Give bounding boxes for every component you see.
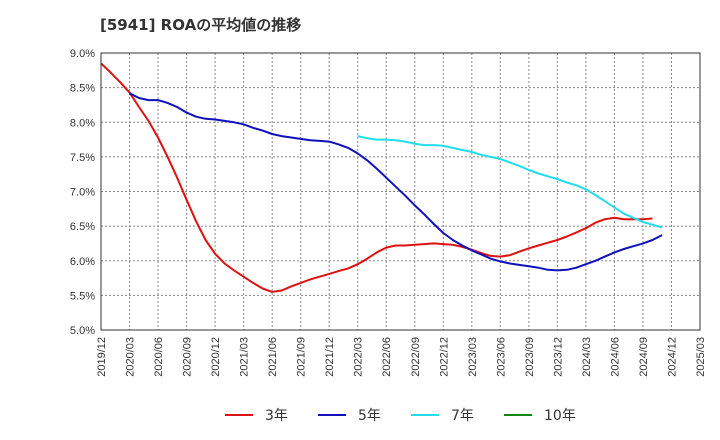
plot-area-frame	[100, 52, 701, 331]
y-tick-label: 7.5%	[70, 152, 95, 164]
series-line	[357, 135, 663, 229]
series-lines	[100, 62, 663, 293]
x-tick-label: 2020/03	[125, 337, 137, 377]
y-tick-label: 7.0%	[70, 187, 95, 199]
legend-label: 5年	[358, 408, 381, 424]
chart-title: [5941] ROAの平均値の推移	[100, 16, 301, 34]
x-tick-label: 2024/03	[581, 337, 593, 377]
y-tick-label: 9.0%	[70, 48, 95, 60]
x-tick-label: 2020/06	[153, 337, 165, 377]
x-tick-label: 2023/09	[524, 337, 536, 377]
x-tick-label: 2021/12	[324, 337, 336, 377]
legend-label: 7年	[451, 408, 474, 424]
y-tick-label: 6.0%	[70, 256, 95, 268]
legend: 3年 5年 7年 10年	[225, 408, 576, 424]
x-tick-label: 2020/12	[210, 337, 222, 377]
x-tick-label: 2021/06	[267, 337, 279, 377]
x-tick-label: 2019/12	[96, 337, 108, 377]
x-tick-label: 2022/12	[438, 337, 450, 377]
x-tick-label: 2022/03	[353, 337, 365, 377]
x-tick-label: 2024/06	[609, 337, 621, 377]
x-tick-label: 2024/12	[666, 337, 678, 377]
y-tick-label: 5.0%	[70, 325, 95, 337]
x-tick-label: 2022/06	[381, 337, 393, 377]
series-line	[100, 62, 653, 293]
x-tick-label: 2025/03	[695, 337, 707, 377]
x-tick-label: 2020/09	[182, 337, 194, 377]
y-tick-label: 6.5%	[70, 221, 95, 233]
x-axis-tick-labels: 2019/12 2020/03 2020/06 2020/09 2020/12 2021/…	[96, 337, 707, 377]
y-tick-label: 5.5%	[70, 290, 95, 302]
x-tick-label: 2022/09	[410, 337, 422, 377]
x-tick-label: 2021/09	[296, 337, 308, 377]
x-tick-label: 2023/03	[467, 337, 479, 377]
legend-label: 10年	[544, 408, 576, 424]
series-line	[129, 92, 663, 272]
y-axis-tick-labels: 9.0% 8.5% 8.0% 7.5% 7.0% 6.5% 6.0% 5.5% 5.0%	[70, 48, 95, 337]
x-tick-label: 2023/06	[495, 337, 507, 377]
x-tick-label: 2021/03	[239, 337, 251, 377]
y-tick-label: 8.0%	[70, 117, 95, 129]
y-tick-label: 8.5%	[70, 83, 95, 95]
legend-label: 3年	[265, 408, 288, 424]
x-tick-label: 2023/12	[552, 337, 564, 377]
x-tick-label: 2024/09	[638, 337, 650, 377]
